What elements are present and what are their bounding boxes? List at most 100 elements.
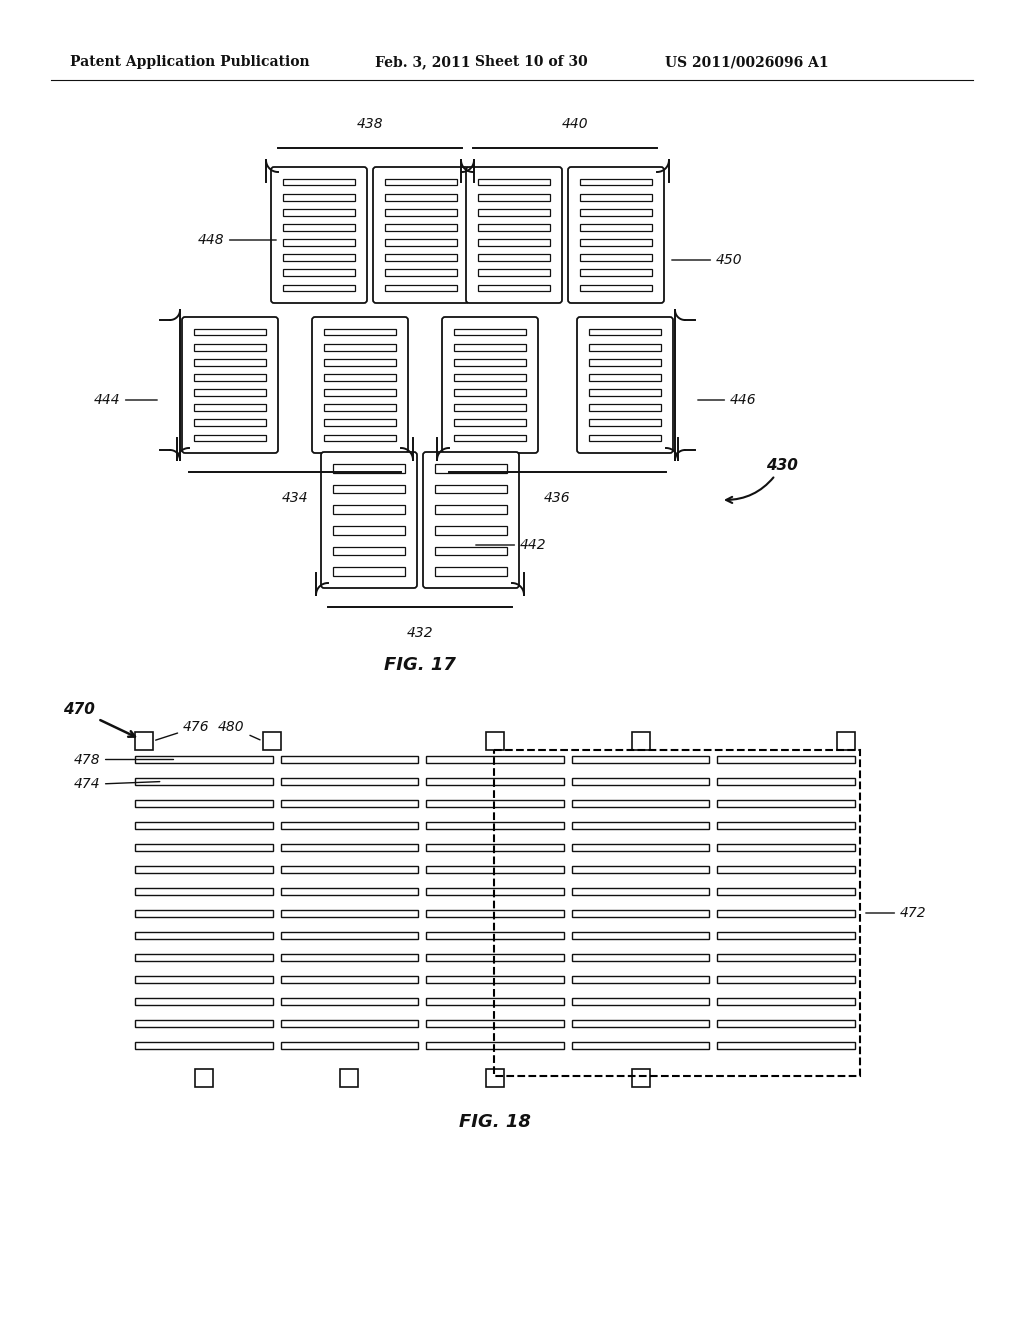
Bar: [283, 285, 355, 290]
Bar: [589, 434, 662, 441]
Bar: [281, 800, 418, 807]
Bar: [385, 285, 457, 290]
Bar: [426, 1020, 564, 1027]
Bar: [589, 389, 662, 396]
Bar: [571, 843, 710, 851]
Bar: [426, 756, 564, 763]
Bar: [718, 932, 855, 939]
Text: 470: 470: [63, 702, 135, 737]
Bar: [426, 932, 564, 939]
Bar: [435, 525, 507, 535]
Text: 450: 450: [672, 253, 742, 267]
Bar: [454, 420, 526, 426]
Bar: [478, 239, 550, 246]
Bar: [571, 909, 710, 917]
Text: 442: 442: [476, 539, 547, 552]
FancyBboxPatch shape: [321, 451, 417, 587]
Bar: [580, 194, 652, 201]
Bar: [385, 180, 457, 185]
Bar: [324, 359, 396, 366]
Bar: [194, 434, 266, 441]
Bar: [194, 345, 266, 351]
Bar: [195, 1069, 213, 1086]
Bar: [718, 975, 855, 983]
FancyBboxPatch shape: [312, 317, 408, 453]
Bar: [333, 546, 406, 556]
Bar: [324, 345, 396, 351]
Text: 448: 448: [198, 234, 276, 247]
Bar: [135, 800, 272, 807]
Bar: [426, 888, 564, 895]
Bar: [281, 843, 418, 851]
Bar: [135, 909, 272, 917]
Bar: [454, 389, 526, 396]
Bar: [283, 269, 355, 276]
Text: 430: 430: [726, 458, 798, 503]
Bar: [718, 954, 855, 961]
Bar: [283, 255, 355, 261]
Bar: [580, 285, 652, 290]
Text: US 2011/0026096 A1: US 2011/0026096 A1: [665, 55, 828, 69]
Bar: [135, 975, 272, 983]
Bar: [571, 932, 710, 939]
Bar: [283, 224, 355, 231]
Bar: [324, 434, 396, 441]
Bar: [194, 420, 266, 426]
Bar: [718, 1020, 855, 1027]
Bar: [718, 1041, 855, 1049]
Bar: [580, 255, 652, 261]
Bar: [281, 1041, 418, 1049]
Bar: [718, 800, 855, 807]
Bar: [135, 843, 272, 851]
Bar: [478, 269, 550, 276]
Bar: [324, 420, 396, 426]
Bar: [135, 733, 153, 750]
Text: Feb. 3, 2011: Feb. 3, 2011: [375, 55, 470, 69]
Bar: [571, 866, 710, 873]
Bar: [571, 800, 710, 807]
Text: 432: 432: [407, 626, 433, 640]
Bar: [478, 210, 550, 215]
Bar: [426, 954, 564, 961]
Bar: [426, 843, 564, 851]
Bar: [281, 756, 418, 763]
Bar: [324, 389, 396, 396]
Bar: [454, 404, 526, 411]
Bar: [435, 484, 507, 494]
Bar: [580, 180, 652, 185]
Bar: [281, 822, 418, 829]
FancyBboxPatch shape: [568, 168, 664, 304]
Bar: [385, 194, 457, 201]
Bar: [589, 420, 662, 426]
Bar: [454, 345, 526, 351]
Bar: [571, 822, 710, 829]
Text: Sheet 10 of 30: Sheet 10 of 30: [475, 55, 588, 69]
Bar: [571, 975, 710, 983]
Bar: [135, 888, 272, 895]
Bar: [333, 568, 406, 576]
Bar: [283, 194, 355, 201]
Text: 472: 472: [865, 906, 927, 920]
Bar: [281, 777, 418, 785]
Bar: [135, 1020, 272, 1027]
Text: 444: 444: [93, 393, 158, 407]
Bar: [454, 329, 526, 335]
Bar: [385, 224, 457, 231]
Bar: [718, 822, 855, 829]
Bar: [486, 1069, 504, 1086]
Bar: [478, 180, 550, 185]
Bar: [478, 285, 550, 290]
Text: 446: 446: [697, 393, 757, 407]
Bar: [194, 375, 266, 380]
Bar: [632, 1069, 649, 1086]
Bar: [454, 375, 526, 380]
Bar: [426, 777, 564, 785]
Bar: [281, 909, 418, 917]
Bar: [435, 506, 507, 513]
Bar: [281, 954, 418, 961]
Bar: [580, 210, 652, 215]
FancyBboxPatch shape: [442, 317, 538, 453]
Bar: [262, 733, 281, 750]
Bar: [135, 998, 272, 1005]
Bar: [340, 1069, 358, 1086]
